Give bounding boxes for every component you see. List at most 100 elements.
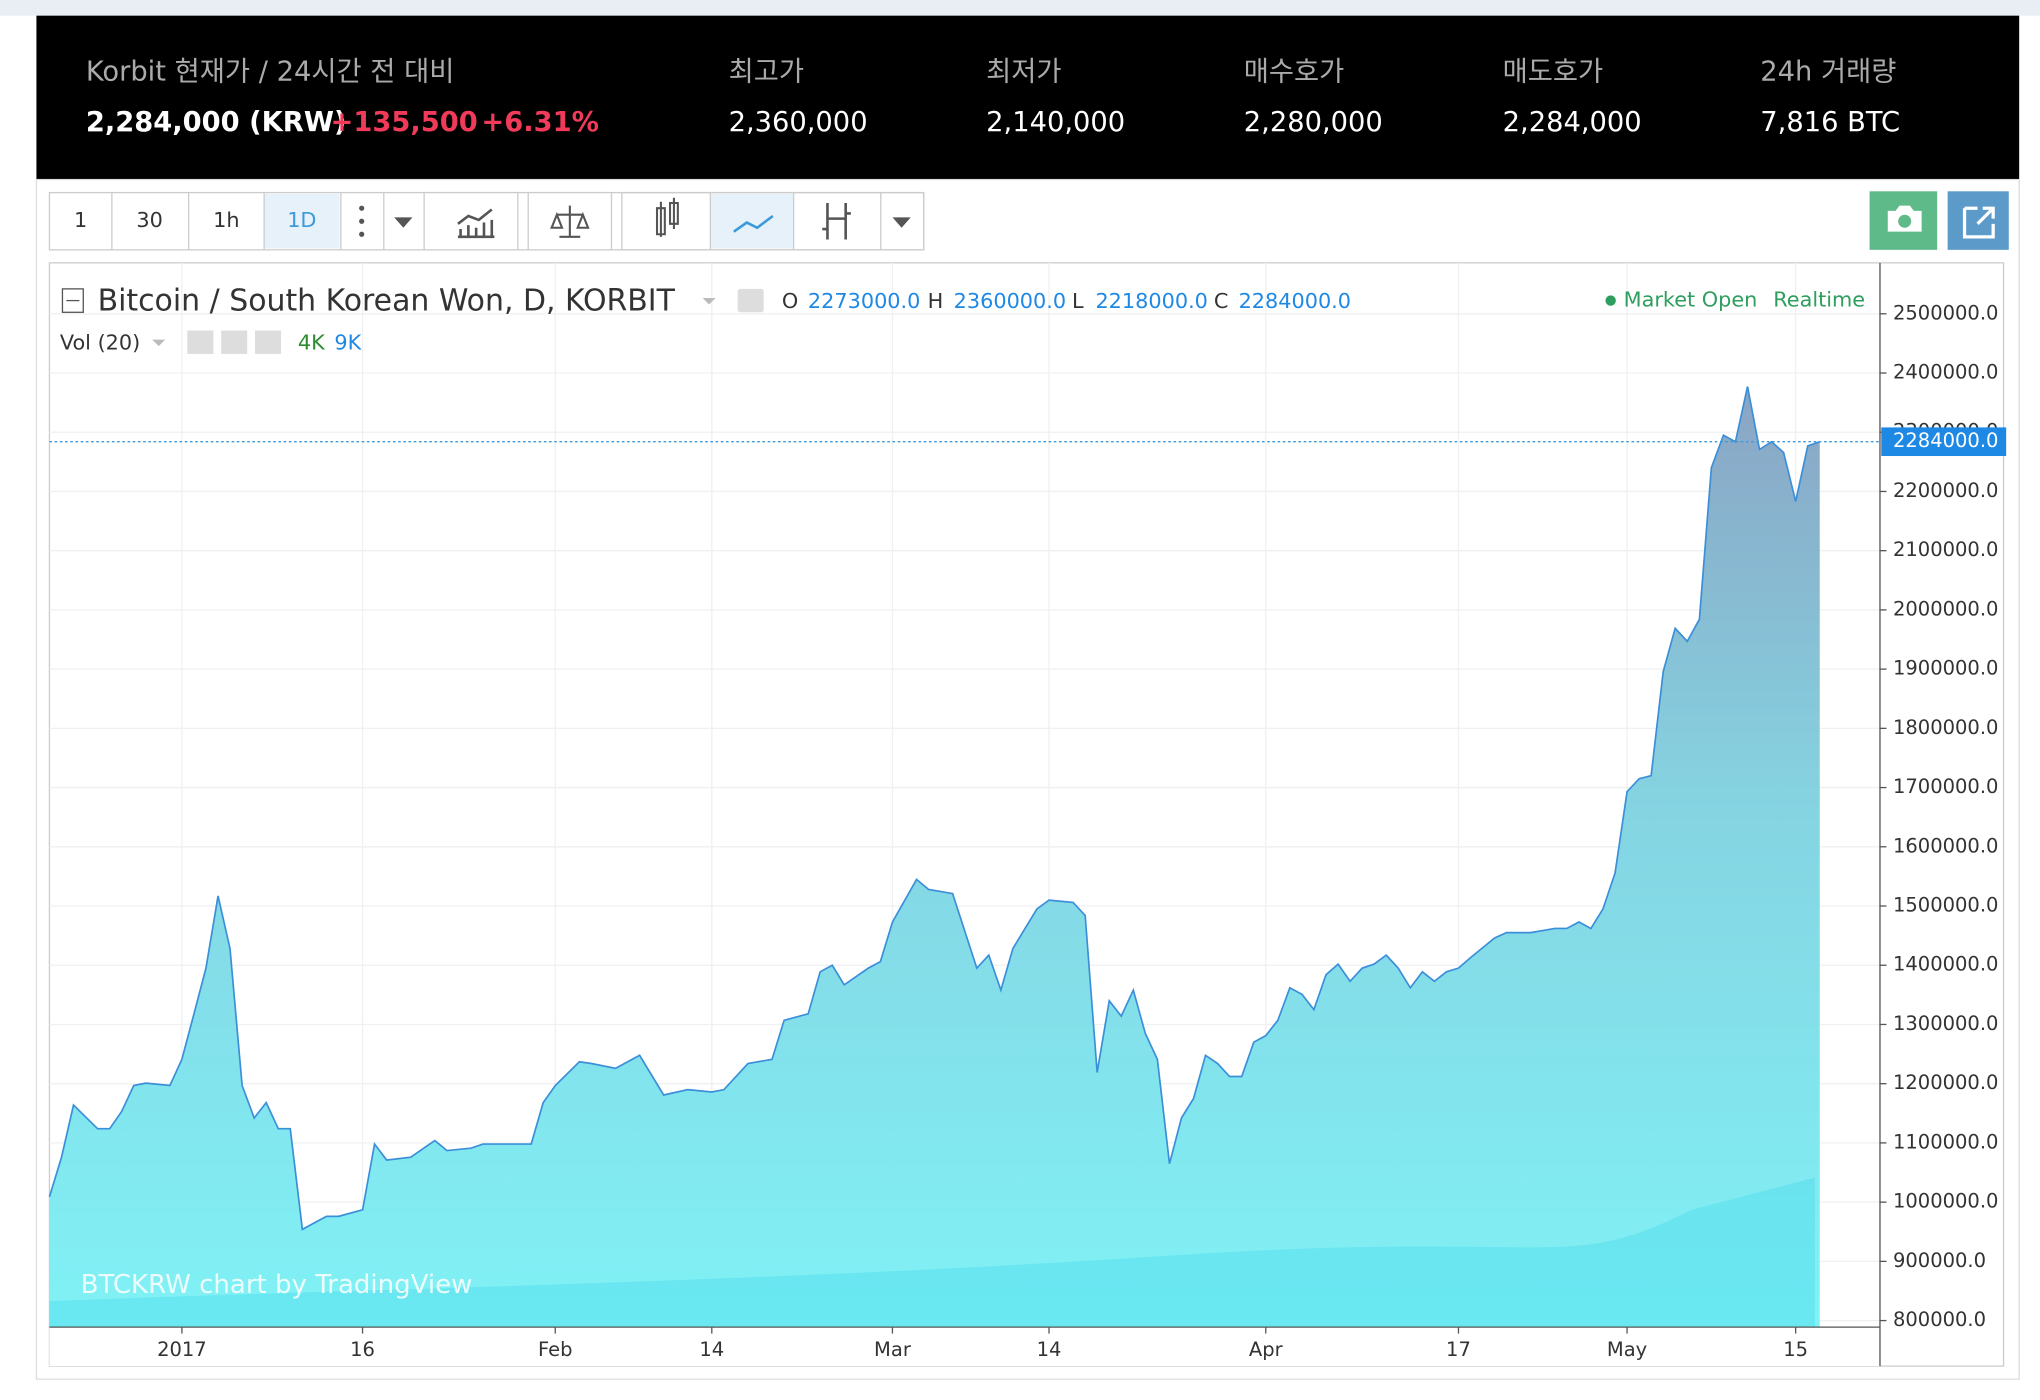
stat-label: 최고가 (729, 56, 804, 87)
ohlc-value: 2218000.0 (1095, 289, 1207, 313)
mode: Realtime (1773, 288, 1865, 312)
watermark: BTCKRW chart by TradingView (81, 1270, 473, 1300)
x-tick-label: 14 (1037, 1338, 1062, 1361)
active-interval[interactable] (264, 193, 340, 249)
y-tick-label: 2400000.0 (1893, 361, 1998, 384)
caret (394, 217, 413, 228)
dot (359, 205, 365, 211)
interval[interactable]: 1h (213, 208, 239, 232)
icon-compare (550, 205, 590, 238)
y-tick-label: 1100000.0 (1893, 1130, 1998, 1153)
x-tick-label: 2017 (157, 1338, 207, 1361)
current-price: 2,284,000 (KRW) (86, 107, 347, 138)
x-tick-label: 15 (1783, 1338, 1808, 1361)
volume-band (49, 1177, 1815, 1328)
ohlc-value: 2360000.0 (954, 289, 1066, 313)
y-tick-label: 1900000.0 (1893, 657, 1998, 680)
x-tick-label: Feb (538, 1338, 573, 1361)
y-tick-label: 1700000.0 (1893, 775, 1998, 798)
stat-value: 2,284,000 (1503, 107, 1642, 138)
y-tick-label: 2500000.0 (1893, 301, 1998, 324)
x-tick-label: 17 (1446, 1338, 1471, 1361)
y-tick-label: 1000000.0 (1893, 1190, 1998, 1213)
axes: 800000.0 900000.0 1000000.0 1100000.0 120000… (157, 301, 2007, 1361)
y-tick-label: 1800000.0 (1893, 716, 1998, 739)
price-line (48, 386, 1821, 1231)
vol-value: 4K (298, 331, 326, 355)
plot: BTCKRW chart by TradingView (48, 262, 1880, 1328)
icon-candle (655, 197, 679, 237)
y-tick-label: 1600000.0 (1893, 834, 1998, 857)
stat-value: 2,360,000 (729, 107, 868, 138)
active-style[interactable] (710, 193, 794, 249)
y-tick-label: 2000000.0 (1893, 597, 1998, 620)
stat-value: 7,816 BTC (1760, 107, 1900, 138)
toolbar (48, 191, 925, 251)
interval[interactable]: 1 (74, 208, 87, 232)
lens (1898, 214, 1912, 228)
x-tick-label: 16 (350, 1338, 375, 1361)
symbol: Bitcoin / South Korean Won, D, KORBIT (98, 283, 676, 318)
x-tick-label: Apr (1249, 1338, 1284, 1361)
stat-label: 매도호가 (1503, 56, 1604, 87)
y-tick-label: 2100000.0 (1893, 538, 1998, 561)
ohlc-key: O (782, 289, 798, 313)
ohlc-key: C (1214, 289, 1229, 313)
dot (359, 218, 365, 224)
stat-value: 2,280,000 (1244, 107, 1383, 138)
stat-label: 매수호가 (1244, 56, 1345, 87)
area-fill (49, 386, 1820, 1328)
stat-label: 최저가 (986, 56, 1061, 87)
ohlc-key: H (928, 289, 944, 313)
change: +135,500 (330, 107, 477, 138)
y-tick-label: 800000.0 (1893, 1308, 1986, 1331)
gear-icon[interactable] (221, 330, 248, 354)
close-icon[interactable] (255, 330, 282, 354)
caret (152, 339, 166, 347)
vol-value: 9K (334, 331, 362, 355)
eye-icon[interactable] (737, 288, 764, 313)
top-strip (0, 0, 2040, 16)
intervals: 1 30 1h 1D (74, 208, 316, 232)
caret (702, 297, 716, 305)
x-tick-label: Mar (874, 1338, 912, 1361)
btn-indicators[interactable] (423, 191, 519, 251)
dot (359, 231, 365, 237)
y-tick-label: 900000.0 (1893, 1249, 1986, 1272)
popout-icon (1962, 206, 1995, 239)
y-tick-label: 1500000.0 (1893, 894, 1998, 917)
ohlc: O 2273000.0 H 2360000.0 L 2218000.0 C 228400… (782, 289, 1351, 313)
stat-label: 24h 거래량 (1760, 56, 1896, 87)
eye-icon[interactable] (187, 330, 214, 354)
caret (892, 217, 911, 228)
market-status: Market Open (1624, 288, 1758, 312)
ticker-bar (36, 15, 2020, 180)
interval[interactable]: 30 (136, 208, 162, 232)
icon-ind (457, 208, 495, 239)
ohlc-value: 2273000.0 (808, 289, 920, 313)
ohlc-key: L (1072, 289, 1084, 313)
toolbar-icons (359, 197, 911, 240)
y-tick-label: 1200000.0 (1893, 1071, 1998, 1094)
last-price-label: 2284000.0 (1893, 429, 1998, 452)
x-axis-bg (49, 1327, 1880, 1367)
btn-popout[interactable] (1947, 191, 2009, 250)
interval[interactable]: 1D (287, 208, 316, 232)
ticker-values: 2,284,000 (KRW) +135,500 +6.31% 2,360,00… (86, 107, 1900, 138)
volume-label: Vol (20) (60, 331, 140, 355)
last-price-tag (1881, 427, 2007, 457)
change-pct: +6.31% (481, 107, 599, 138)
x-tick-label: May (1607, 1338, 1647, 1361)
style-group (621, 191, 925, 251)
stat-value: 2,140,000 (986, 107, 1125, 138)
ticker-labels: Korbit 현재가 / 24시간 전 대비 최고가 최저가 매수호가 매도호가… (86, 56, 1897, 87)
y-tick-label: 2200000.0 (1893, 479, 1998, 502)
icon-area (733, 214, 774, 233)
ticker-title: Korbit 현재가 / 24시간 전 대비 (86, 56, 455, 87)
ohlc-value: 2284000.0 (1239, 289, 1351, 313)
y-tick-label: 1300000.0 (1893, 1012, 1998, 1035)
status-dot (1605, 295, 1616, 306)
x-tick-label: 14 (699, 1338, 724, 1361)
